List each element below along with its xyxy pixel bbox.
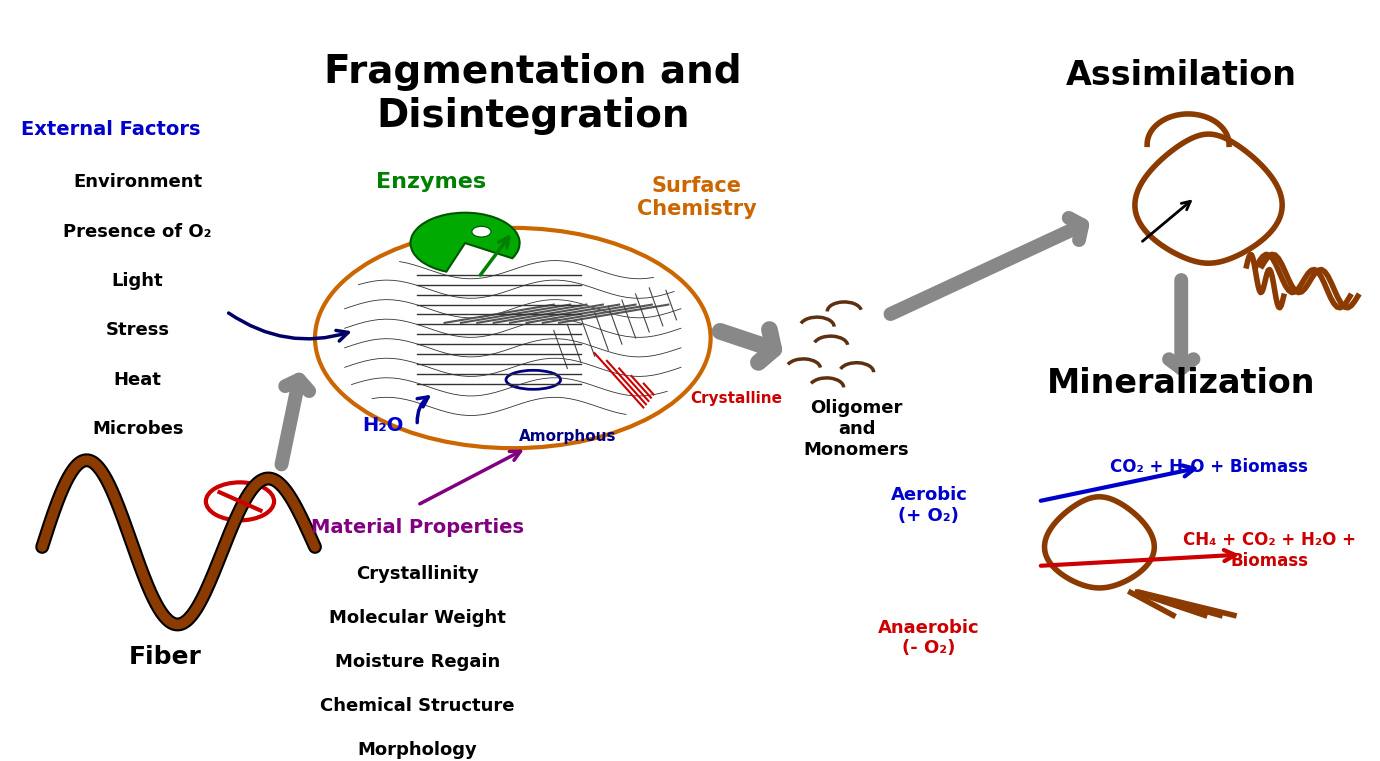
Text: Enzymes: Enzymes [375,172,486,193]
Text: External Factors: External Factors [21,119,200,139]
Text: Amorphous: Amorphous [519,429,615,444]
Text: Moisture Regain: Moisture Regain [335,653,500,670]
Text: Environment: Environment [73,174,203,191]
Text: Presence of O₂: Presence of O₂ [63,223,213,240]
Text: Aerobic
(+ O₂): Aerobic (+ O₂) [890,486,967,524]
Text: Crystallinity: Crystallinity [356,565,479,582]
Text: CH₄ + CO₂ + H₂O +
Biomass: CH₄ + CO₂ + H₂O + Biomass [1184,531,1357,570]
Text: Surface
Chemistry: Surface Chemistry [638,176,756,219]
Text: Assimilation: Assimilation [1065,59,1297,93]
Text: Oligomer
and
Monomers: Oligomer and Monomers [803,400,909,459]
Circle shape [315,228,711,448]
Text: Material Properties: Material Properties [310,518,524,537]
Text: Anaerobic
(- O₂): Anaerobic (- O₂) [878,619,980,658]
Text: CO₂ + H₂O + Biomass: CO₂ + H₂O + Biomass [1110,458,1307,476]
Text: Stress: Stress [106,321,170,339]
Text: Microbes: Microbes [92,420,184,438]
Text: Fiber: Fiber [128,645,201,669]
Text: Morphology: Morphology [357,740,477,759]
Text: Crystalline: Crystalline [690,391,782,406]
Text: Molecular Weight: Molecular Weight [328,609,505,626]
Text: Fragmentation and
Disintegration: Fragmentation and Disintegration [324,53,742,135]
Wedge shape [410,212,520,272]
Text: Light: Light [112,272,163,290]
Text: Mineralization: Mineralization [1047,367,1315,400]
Text: H₂O: H₂O [363,416,404,435]
Text: Heat: Heat [113,371,161,389]
Circle shape [472,226,491,237]
Text: Chemical Structure: Chemical Structure [320,696,515,715]
